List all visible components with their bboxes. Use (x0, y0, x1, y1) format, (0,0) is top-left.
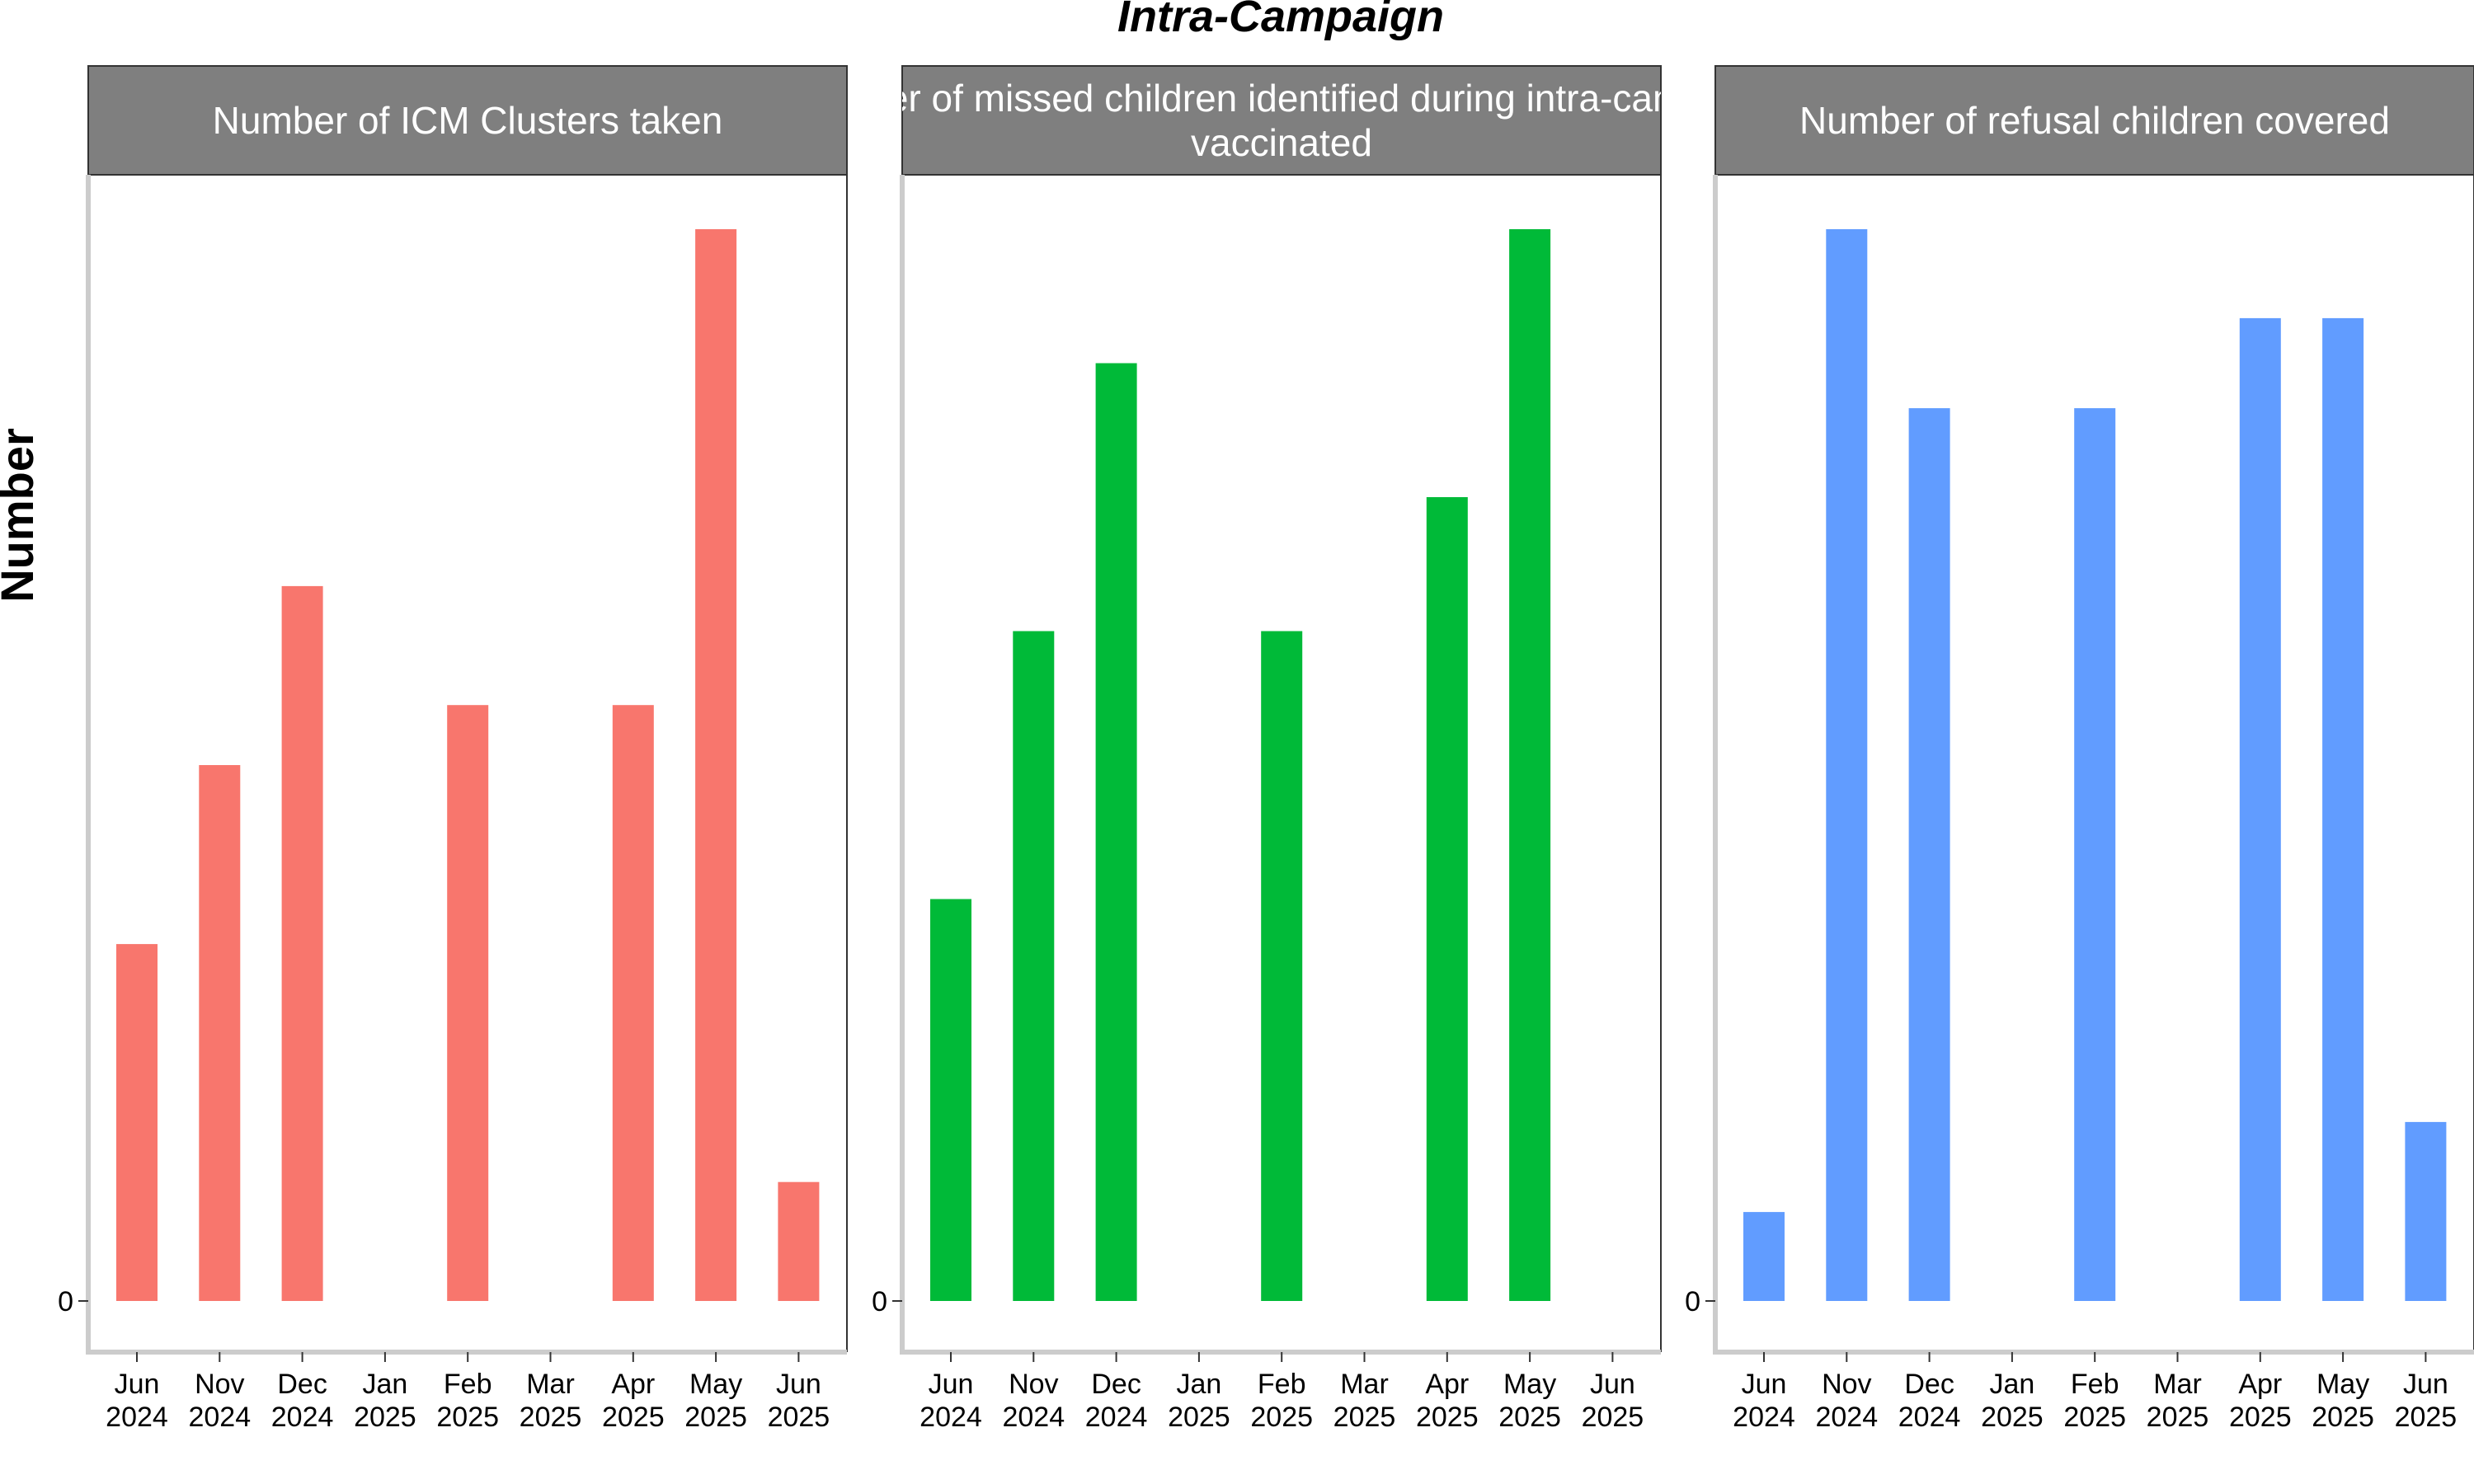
x-tick-label: 2025 (520, 1402, 582, 1433)
x-tick-label: 2024 (1898, 1402, 1961, 1433)
x-tick-label: 2025 (2312, 1402, 2374, 1433)
x-tick-label: Nov (195, 1369, 244, 1400)
x-tick-label: 2025 (1498, 1402, 1561, 1433)
x-tick-label: Mar (1340, 1369, 1389, 1400)
x-tick-label: 2025 (602, 1402, 665, 1433)
x-tick-label: Jan (1989, 1369, 2034, 1400)
facet-strip-title: Number of missed children identified dur… (786, 77, 1777, 120)
x-tick-label: 2025 (2229, 1402, 2292, 1433)
x-tick-label: 2025 (1333, 1402, 1396, 1433)
facet-panel: Number of missed children identified dur… (786, 65, 1777, 1433)
x-tick-label: Nov (1822, 1369, 1871, 1400)
bar (1509, 229, 1551, 1301)
y-tick-label: 0 (872, 1286, 887, 1317)
bar (1261, 631, 1303, 1301)
x-tick-label: Nov (1009, 1369, 1058, 1400)
bar (1743, 1212, 1785, 1301)
x-tick-label: 2024 (920, 1402, 982, 1433)
x-tick-label: Dec (277, 1369, 327, 1400)
y-tick-label: 0 (58, 1286, 73, 1317)
x-tick-label: 2025 (436, 1402, 499, 1433)
facet-strip-title: Number of ICM Clusters taken (213, 99, 723, 142)
x-tick-label: 2024 (188, 1402, 251, 1433)
x-tick-label: 2024 (1085, 1402, 1148, 1433)
bar (2322, 317, 2364, 1301)
bar (1426, 497, 1468, 1301)
y-axis-label: Number (0, 428, 43, 603)
bar (695, 229, 737, 1301)
x-tick-label: Apr (611, 1369, 655, 1400)
x-tick-label: Feb (444, 1369, 492, 1400)
x-tick-label: Feb (2071, 1369, 2119, 1400)
bar (1826, 229, 1868, 1301)
facet-panel: Number of ICM Clusters taken0Jun2024Nov2… (58, 65, 848, 1433)
facet-strip-title: vaccinated (1191, 121, 1372, 164)
facet-strip-title: Number of refusal children covered (1799, 99, 2390, 142)
bar (2239, 317, 2281, 1301)
bar (116, 944, 158, 1301)
facet-strip (901, 65, 1662, 176)
x-tick-label: 2025 (2395, 1402, 2458, 1433)
chart-title: Intra-Campaign (1117, 0, 1444, 41)
x-tick-label: Mar (2153, 1369, 2202, 1400)
x-tick-label: Jun (776, 1369, 821, 1400)
x-tick-label: 2024 (106, 1402, 168, 1433)
x-tick-label: 2024 (271, 1402, 334, 1433)
x-tick-label: 2025 (2147, 1402, 2209, 1433)
x-tick-label: Jun (2403, 1369, 2448, 1400)
x-tick-label: Feb (1258, 1369, 1306, 1400)
x-tick-label: May (2316, 1369, 2369, 1400)
x-tick-label: Dec (1091, 1369, 1141, 1400)
x-tick-label: May (689, 1369, 742, 1400)
x-tick-label: 2025 (1168, 1402, 1230, 1433)
x-tick-label: 2024 (1815, 1402, 1878, 1433)
x-tick-label: 2025 (1981, 1402, 2044, 1433)
x-tick-label: Apr (1425, 1369, 1469, 1400)
x-tick-label: Apr (2238, 1369, 2282, 1400)
x-tick-label: Jan (1176, 1369, 1221, 1400)
x-tick-label: 2025 (1250, 1402, 1313, 1433)
bar (1013, 631, 1055, 1301)
x-tick-label: Jun (929, 1369, 974, 1400)
facet-panel: Number of refusal children covered0Jun20… (1685, 65, 2474, 1433)
x-tick-label: Mar (526, 1369, 575, 1400)
bar (447, 705, 489, 1301)
bar (2405, 1121, 2447, 1301)
x-tick-label: 2025 (1416, 1402, 1479, 1433)
facet-strip (1714, 65, 2474, 176)
bar (612, 705, 654, 1301)
bar (778, 1181, 820, 1301)
x-tick-label: 2024 (1002, 1402, 1065, 1433)
x-tick-label: 2024 (1733, 1402, 1795, 1433)
bar (1908, 408, 1950, 1302)
x-tick-label: 2025 (1582, 1402, 1644, 1433)
y-tick-label: 0 (1685, 1286, 1700, 1317)
x-tick-label: 2025 (354, 1402, 416, 1433)
x-tick-label: Dec (1904, 1369, 1954, 1400)
x-tick-label: Jan (362, 1369, 407, 1400)
x-tick-label: 2025 (768, 1402, 830, 1433)
x-tick-label: Jun (1590, 1369, 1635, 1400)
x-tick-label: May (1503, 1369, 1556, 1400)
facet-panels: Number of ICM Clusters taken0Jun2024Nov2… (58, 65, 2474, 1433)
x-tick-label: Jun (1742, 1369, 1787, 1400)
x-tick-label: 2025 (2063, 1402, 2126, 1433)
bar (930, 899, 971, 1301)
bar (2074, 408, 2116, 1302)
x-tick-label: 2025 (684, 1402, 747, 1433)
x-tick-label: Jun (115, 1369, 160, 1400)
bar (199, 765, 241, 1301)
bar (1095, 363, 1137, 1301)
facet-strip (87, 65, 848, 176)
bar (281, 585, 323, 1301)
